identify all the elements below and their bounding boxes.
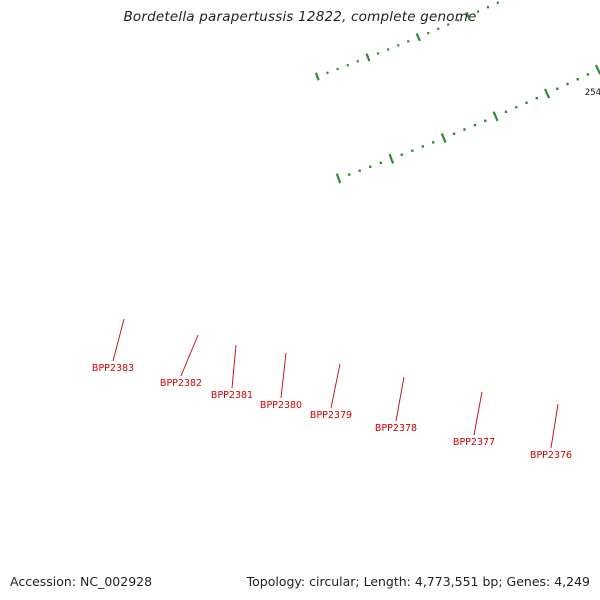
gene-label: BPP2377 [453, 437, 495, 448]
gene-leader-line [112, 318, 125, 362]
kbp-minor-tick [463, 128, 466, 131]
kbp-minor-tick [369, 165, 372, 168]
kbp-major-tick [543, 88, 551, 99]
kbp-minor-tick [411, 149, 414, 152]
gene-leader-line [473, 391, 483, 436]
kbp-scale-label: 2540 kbp [585, 88, 600, 98]
lower-minor-tick [326, 71, 329, 74]
lower-minor-tick [486, 6, 490, 9]
genome-stats-text: Topology: circular; Length: 4,773,551 bp… [246, 574, 590, 589]
kbp-minor-tick [421, 145, 424, 148]
lower-major-tick [365, 53, 371, 62]
kbp-minor-tick [586, 73, 590, 76]
kbp-major-tick [594, 64, 600, 75]
kbp-minor-tick [535, 96, 539, 100]
gene-leader-line [180, 334, 199, 377]
lower-minor-tick [387, 48, 390, 51]
gene-leader-line [395, 376, 405, 422]
gene-label: BPP2382 [160, 378, 202, 389]
gene-label: BPP2379 [310, 410, 352, 421]
kbp-major-tick [388, 153, 395, 164]
kbp-minor-tick [556, 87, 559, 90]
gene-label: BPP2383 [92, 363, 134, 374]
lower-minor-tick [336, 67, 339, 71]
lower-minor-tick [427, 31, 430, 35]
kbp-minor-tick [473, 123, 477, 127]
gene-label: BPP2378 [375, 423, 417, 434]
kbp-major-tick [335, 173, 342, 184]
kbp-minor-tick [432, 141, 435, 144]
lower-major-tick [465, 11, 471, 21]
kbp-major-tick [492, 111, 499, 122]
kbp-minor-tick [504, 110, 508, 114]
map-title: Bordetella parapertussis 12822, complete… [123, 9, 477, 25]
lower-minor-tick [407, 40, 410, 43]
gene-label: BPP2376 [530, 450, 572, 461]
lower-minor-tick [376, 52, 380, 55]
lower-minor-tick [356, 60, 359, 63]
gene-leader-line [280, 352, 287, 399]
lower-minor-tick [397, 44, 400, 47]
kbp-major-tick [440, 133, 447, 144]
kbp-minor-tick [452, 132, 456, 136]
lower-major-tick [314, 72, 320, 81]
kbp-minor-tick [400, 153, 404, 156]
gene-leader-line [330, 363, 341, 409]
lower-minor-tick [346, 64, 349, 67]
gene-leader-line [550, 403, 559, 449]
lower-minor-tick [437, 27, 440, 30]
gene-label: BPP2380 [260, 400, 302, 411]
kbp-minor-tick [576, 78, 579, 81]
lower-major-tick [415, 33, 421, 42]
kbp-minor-tick [515, 106, 518, 109]
lower-minor-tick [457, 19, 460, 22]
kbp-minor-tick [484, 119, 487, 122]
lower-minor-tick [476, 10, 480, 13]
kbp-minor-tick [379, 161, 382, 164]
accession-text: Accession: NC_002928 [10, 574, 153, 589]
lower-minor-tick [496, 1, 499, 4]
gene-leader-line [231, 344, 237, 389]
kbp-minor-tick [525, 101, 528, 104]
kbp-minor-tick [358, 169, 361, 172]
gene-label: BPP2381 [211, 390, 253, 401]
kbp-minor-tick [347, 173, 351, 176]
kbp-minor-tick [566, 82, 569, 86]
lower-minor-tick [447, 23, 450, 26]
